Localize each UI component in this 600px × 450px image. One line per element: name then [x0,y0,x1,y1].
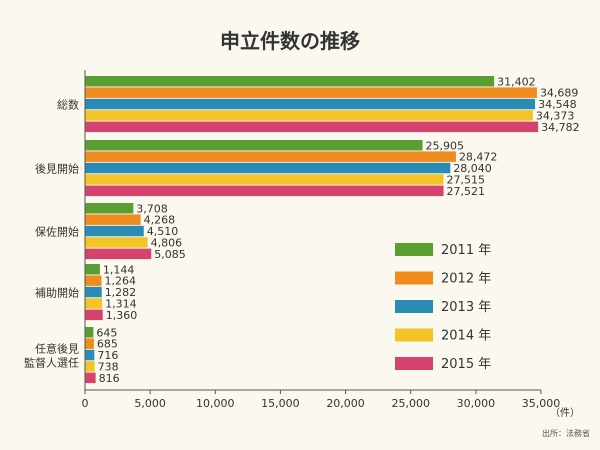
category-label: 保佐開始 [35,225,79,239]
x-tick-label: 5,000 [134,397,166,410]
bar [85,98,536,110]
data-label: 1,314 [105,297,136,310]
bar [85,185,444,197]
category-label: 監督人選任 [24,356,79,370]
x-tick-label: 10,000 [196,397,235,410]
data-label: 27,521 [447,185,486,198]
bar [85,264,100,275]
category-label: 任意後見 [35,342,79,356]
data-label: 27,515 [446,173,485,186]
category-label: 後見開始 [35,162,79,176]
bar [85,327,94,338]
data-label: 34,782 [541,121,580,134]
bar [85,275,102,286]
data-label: 738 [98,360,119,373]
bar [85,203,134,214]
x-axis-unit: （件） [550,407,580,419]
bar [85,248,152,260]
data-label: 645 [96,326,117,339]
chart-title: 申立件数の推移 [220,29,360,53]
bar [85,225,144,237]
data-label: 4,268 [144,214,176,227]
bar [85,121,539,133]
legend-swatch [395,243,433,256]
bar [85,286,102,298]
bars-layer [85,76,539,384]
legend-label: 2014 年 [441,329,491,344]
data-label: 25,905 [426,139,465,152]
source-note: 出所：法務省 [542,428,590,438]
legend-label: 2013 年 [441,300,491,315]
bar [85,237,148,248]
data-label: 28,472 [459,151,498,164]
data-label: 31,402 [497,75,535,88]
category-label: 補助開始 [35,286,79,300]
data-label: 34,373 [536,109,575,122]
x-tick-label: 0 [82,397,89,410]
data-label: 1,264 [104,275,135,288]
bar [85,349,95,361]
legend: 2011 年 2012 年 2013 年 2014 年 2015 年 [395,243,491,372]
data-label: 5,085 [154,248,186,261]
bar [85,361,95,372]
data-label: 4,806 [151,236,183,249]
legend-swatch [395,300,433,313]
legend-swatch [395,271,433,285]
data-label: 3,708 [136,202,168,215]
bar [85,151,456,162]
x-tick-label: 30,000 [457,397,496,410]
bar [85,338,94,349]
legend-label: 2011 年 [441,243,491,258]
bar [85,110,533,121]
x-tick-label: 20,000 [326,397,365,410]
data-label: 1,144 [103,263,135,276]
bar [85,174,444,185]
bar [85,76,495,87]
bar [85,298,103,309]
bar [85,214,141,225]
axis-layer: 0 5,000 10,000 15,000 20,000 25,000 30,000 35,0… [82,70,561,410]
data-label: 34,548 [538,98,577,111]
data-label: 716 [97,349,118,362]
data-label: 1,282 [105,286,137,299]
legend-label: 2015 年 [441,357,491,372]
data-label: 28,040 [453,162,492,175]
x-tick-label: 25,000 [391,397,430,410]
bar [85,87,537,98]
data-label: 1,360 [106,309,138,322]
data-label: 34,689 [540,87,579,100]
data-label: 685 [97,338,118,351]
legend-swatch [395,328,433,342]
data-label: 816 [99,372,120,385]
x-tick-label: 35,000 [522,397,561,410]
category-label: 総数 [57,98,79,112]
bar [85,372,96,384]
bar [85,140,423,151]
x-tick-label: 15,000 [261,397,300,410]
legend-swatch [395,357,433,370]
data-label: 4,510 [147,225,179,238]
bar [85,162,451,174]
legend-label: 2012 年 [441,272,491,287]
bar [85,309,103,321]
